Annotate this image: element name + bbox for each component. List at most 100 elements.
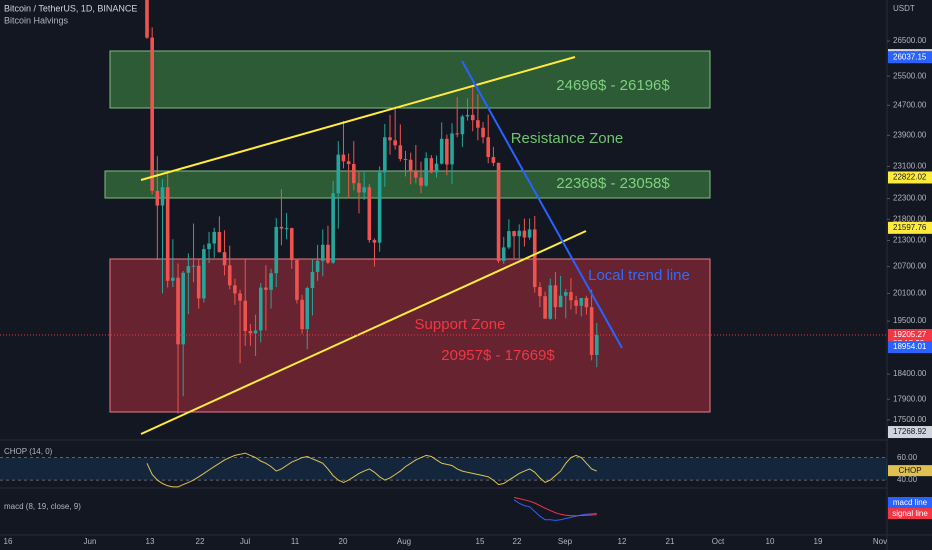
candle-body [569, 292, 573, 301]
price-tag [888, 341, 932, 354]
series-tag [888, 508, 932, 519]
time-label: 11 [291, 537, 300, 546]
indicator-line [146, 452, 597, 488]
lower-channel-line [140, 230, 587, 435]
candle-body [357, 183, 361, 193]
resistance-zone-lower [104, 170, 711, 199]
candle-body [248, 330, 253, 334]
price-tick-label: 20700.00 [893, 262, 927, 271]
indicator-pane [0, 452, 887, 488]
time-label: Aug [397, 537, 411, 546]
candle-body [253, 330, 258, 334]
price-tag [888, 171, 932, 184]
candle-body [336, 154, 341, 194]
candle-body [160, 187, 165, 206]
candle-body [326, 244, 330, 263]
time-label: Sep [558, 537, 573, 546]
candle-body [553, 285, 558, 308]
time-label: 21 [666, 537, 675, 546]
candle-body [295, 259, 299, 300]
price-tick-label: 23900.00 [893, 130, 927, 139]
time-label: 20 [339, 537, 348, 546]
time-label: 22 [196, 537, 205, 546]
candle-body [171, 277, 175, 281]
candle-body [548, 285, 553, 319]
candle-body [465, 114, 470, 117]
price-tick-label: 18400.00 [893, 369, 927, 378]
candles [145, 0, 599, 414]
candle-body [579, 297, 584, 306]
candle-body [341, 154, 346, 162]
time-label: Oct [712, 537, 725, 546]
candle-body [445, 138, 449, 165]
candle-body [470, 114, 475, 121]
price-tag-label: 17268.92 [893, 427, 927, 436]
candle-body [522, 230, 527, 238]
candle-body [377, 172, 382, 243]
indicator-name: Bitcoin Halvings [4, 15, 69, 25]
candle-body [419, 177, 423, 186]
candle-body [429, 158, 434, 173]
candle-body [403, 158, 408, 160]
candle-body [527, 229, 532, 238]
candle-body [507, 231, 511, 248]
indicator-tick-label: 40.00 [897, 475, 918, 484]
price-tick-label: 25500.00 [893, 71, 927, 80]
candle-body [362, 187, 366, 193]
price-tick-label: 21300.00 [893, 236, 927, 245]
candle-body [165, 187, 170, 281]
candle-body [279, 226, 284, 229]
time-label: 19 [814, 537, 823, 546]
series-tag-label: CHOP [898, 466, 921, 475]
candle-body [155, 190, 160, 206]
candle-body [289, 228, 294, 260]
candle-body [300, 299, 304, 330]
indicator-tick-label: 60.00 [897, 453, 918, 462]
annotation: Support Zone [415, 316, 506, 333]
candle-body [424, 158, 428, 186]
price-tag-label: 26037.15 [893, 52, 927, 61]
time-label: 16 [4, 537, 13, 546]
candle-body [243, 300, 248, 331]
time-label: Jul [240, 537, 250, 546]
candle-body [408, 159, 413, 172]
price-tag [888, 426, 932, 439]
candle-body [434, 163, 439, 173]
price-tag-label: 18954.01 [893, 342, 927, 351]
candle-body [346, 161, 351, 165]
indicator-line [513, 499, 597, 521]
trend-lines [140, 56, 623, 435]
price-tag-label: 22822.02 [893, 173, 927, 182]
time-label: 15 [476, 537, 485, 546]
candle-body [150, 37, 154, 191]
candle-body [481, 127, 485, 138]
time-label: 12 [618, 537, 627, 546]
candle-body [305, 288, 310, 330]
candle-body [222, 252, 227, 266]
candle-body [543, 296, 547, 319]
annotation: 24696$ - 26196$ [556, 77, 670, 94]
candle-body [476, 120, 480, 128]
candle-body [398, 145, 403, 159]
candle-body [574, 300, 578, 306]
candle-body [367, 187, 372, 241]
local-trend-line [461, 60, 623, 349]
price-tick-label: 24700.00 [893, 100, 927, 109]
chop-band [0, 457, 887, 481]
candle-body [145, 0, 149, 38]
candle-body [202, 249, 206, 299]
annotation: Resistance Zone [511, 130, 624, 147]
candle-body [331, 193, 335, 263]
candle-body [191, 265, 196, 267]
price-tag [888, 51, 932, 64]
series-tag-label: macd line [893, 498, 928, 507]
candle-body [310, 271, 315, 289]
candle-body [181, 272, 185, 345]
upper-channel-line [140, 56, 576, 181]
time-label: 10 [766, 537, 775, 546]
candle-body [455, 133, 459, 135]
candle-body [264, 287, 268, 290]
candle-body [393, 140, 397, 146]
